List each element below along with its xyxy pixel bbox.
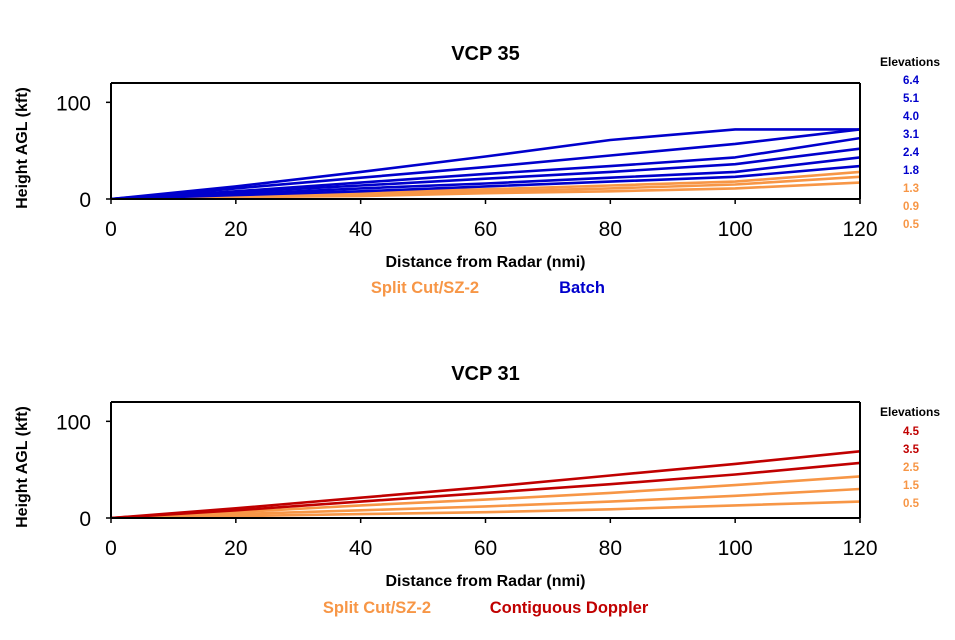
x-tick-label: 100 bbox=[718, 218, 753, 241]
legend-item-4.5: 4.5 bbox=[903, 426, 920, 438]
mode-legend-item: Contiguous Doppler bbox=[490, 599, 649, 617]
legend-item-0.5: 0.5 bbox=[903, 498, 920, 510]
legend-item-1.5: 1.5 bbox=[903, 480, 920, 492]
series-line-0.5 bbox=[111, 500, 860, 518]
x-tick-label: 60 bbox=[474, 218, 497, 241]
series-line-4.0 bbox=[111, 136, 860, 199]
legend-item-0.9: 0.9 bbox=[903, 201, 919, 213]
x-tick-label: 60 bbox=[474, 537, 497, 560]
x-tick-label: 120 bbox=[842, 218, 877, 241]
x-tick-label: 120 bbox=[842, 537, 877, 560]
legend-item-3.1: 3.1 bbox=[903, 129, 920, 141]
x-tick-label: 100 bbox=[718, 537, 753, 560]
y-tick-label: 100 bbox=[56, 92, 91, 115]
x-tick-label: 80 bbox=[599, 218, 622, 241]
mode-legend-item: Batch bbox=[559, 279, 605, 297]
x-tick-label: 40 bbox=[349, 537, 372, 560]
series-line-5.1 bbox=[111, 128, 860, 199]
chart-title: VCP 31 bbox=[451, 363, 520, 385]
legend-item-5.1: 5.1 bbox=[903, 93, 920, 105]
series-line-3.5 bbox=[111, 461, 860, 518]
legend-item-3.5: 3.5 bbox=[903, 444, 920, 456]
legend-item-4.0: 4.0 bbox=[903, 111, 919, 123]
x-tick-label: 20 bbox=[224, 537, 247, 560]
mode-legend-item: Split Cut/SZ-2 bbox=[323, 599, 431, 617]
y-tick-label: 0 bbox=[79, 189, 91, 212]
x-tick-label: 20 bbox=[224, 218, 247, 241]
chart-1: VCP 35 0 20 40 60 80 100 120 0 100 Distance from R… bbox=[14, 43, 940, 297]
series-line-6.4 bbox=[111, 128, 860, 199]
series-group bbox=[111, 449, 860, 518]
legend-title: Elevations bbox=[880, 405, 940, 419]
legend-item-2.5: 2.5 bbox=[903, 462, 920, 474]
series-line-2.4 bbox=[111, 156, 860, 199]
legend-item-2.4: 2.4 bbox=[903, 147, 920, 159]
y-tick-label: 0 bbox=[79, 508, 91, 531]
x-tick-label: 0 bbox=[105, 218, 117, 241]
series-line-4.5 bbox=[111, 449, 860, 518]
chart-2: VCP 31 0 20 40 60 80 100 120 0 100 Distance from R… bbox=[14, 363, 940, 617]
y-axis-title: Height AGL (kft) bbox=[14, 87, 31, 209]
legend-item-1.3: 1.3 bbox=[903, 183, 919, 195]
y-tick-label: 100 bbox=[56, 411, 91, 434]
chart-title: VCP 35 bbox=[451, 43, 520, 65]
x-tick-label: 40 bbox=[349, 218, 372, 241]
series-group bbox=[111, 128, 860, 199]
legend-item-0.5: 0.5 bbox=[903, 219, 920, 231]
series-line-1.5 bbox=[111, 487, 860, 518]
mode-legend-item: Split Cut/SZ-2 bbox=[371, 279, 479, 297]
y-axis-title: Height AGL (kft) bbox=[14, 406, 31, 528]
legend-item-1.8: 1.8 bbox=[903, 165, 920, 177]
x-axis-title: Distance from Radar (nmi) bbox=[385, 254, 585, 271]
series-line-2.5 bbox=[111, 475, 860, 518]
x-tick-label: 0 bbox=[105, 537, 117, 560]
legend-title: Elevations bbox=[880, 55, 940, 69]
legend-item-6.4: 6.4 bbox=[903, 75, 920, 87]
x-tick-label: 80 bbox=[599, 537, 622, 560]
x-axis-title: Distance from Radar (nmi) bbox=[385, 573, 585, 590]
